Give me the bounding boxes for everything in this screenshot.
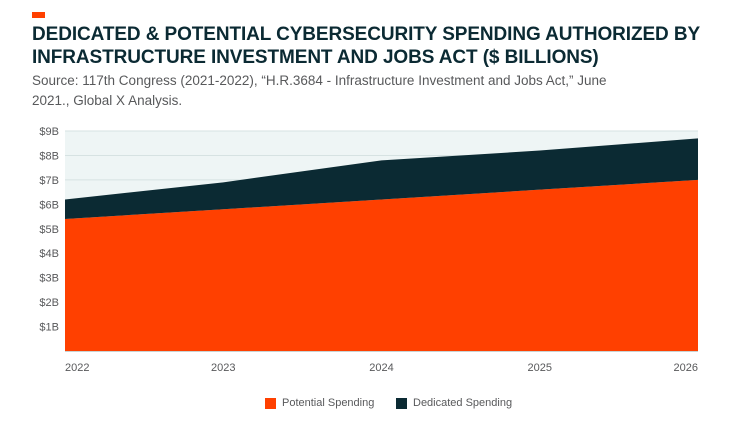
y-axis: $1B $2B $3B $4B $5B $6B $7B $8B $9B [39, 126, 59, 334]
legend-item-potential: Potential Spending [265, 397, 374, 409]
x-tick-label: 2022 [65, 362, 89, 374]
chart-title: DEDICATED & POTENTIAL CYBERSECURITY SPEN… [32, 24, 700, 68]
legend-label-dedicated: Dedicated Spending [413, 397, 513, 409]
y-tick-label: $1B [39, 322, 59, 334]
area-potential-spending [65, 179, 698, 351]
x-tick-label: 2023 [211, 362, 235, 374]
y-tick-label: $5B [39, 224, 59, 236]
y-tick-label: $6B [39, 199, 59, 211]
y-tick-label: $9B [39, 126, 59, 138]
chart-areas [65, 138, 698, 351]
x-tick-label: 2024 [369, 362, 393, 374]
y-tick-label: $4B [39, 248, 59, 260]
title-accent-bar [32, 12, 45, 18]
chart-source-note: Source: 117th Congress (2021-2022), “H.R… [32, 73, 607, 108]
y-tick-label: $7B [39, 175, 59, 187]
legend-swatch-dedicated [396, 397, 407, 409]
y-tick-label: $8B [39, 150, 59, 162]
legend-swatch-potential [265, 397, 276, 409]
x-tick-label: 2025 [528, 362, 552, 374]
y-tick-label: $3B [39, 273, 59, 285]
area-dedicated-spending [65, 138, 698, 219]
chart-legend: Potential Spending Dedicated Spending [0, 397, 745, 413]
x-axis: 2022 2023 2024 2025 2026 [65, 351, 698, 374]
x-tick-label: 2026 [674, 362, 698, 374]
legend-label-potential: Potential Spending [282, 397, 375, 409]
y-tick-label: $2B [39, 297, 59, 309]
legend-item-dedicated: Dedicated Spending [396, 397, 512, 409]
